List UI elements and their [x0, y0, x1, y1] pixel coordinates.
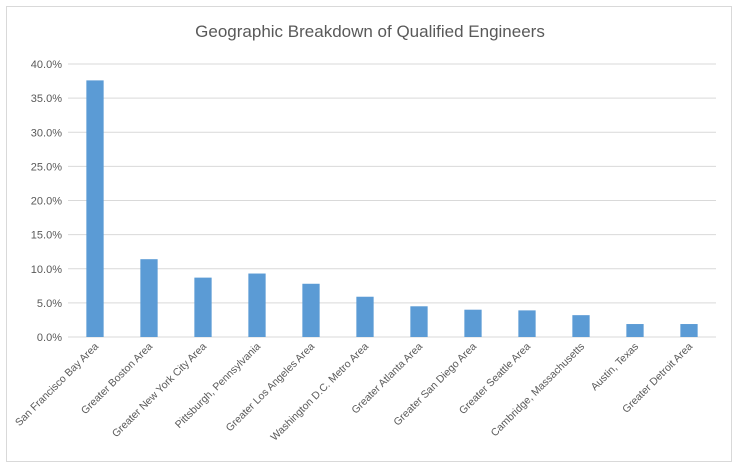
- y-tick-label: 10.0%: [31, 264, 62, 276]
- bar: [626, 324, 644, 337]
- y-tick-label: 5.0%: [37, 298, 62, 310]
- x-tick-label: Greater Los Angeles Area: [224, 341, 318, 435]
- bar: [140, 259, 158, 337]
- y-tick-label: 0.0%: [37, 332, 62, 344]
- chart-border: [6, 6, 732, 462]
- bar: [464, 309, 482, 337]
- bar: [356, 296, 374, 337]
- bar: [572, 315, 590, 337]
- bar: [680, 324, 698, 337]
- gridlines: [68, 63, 716, 338]
- x-tick-label: Austin, Texas: [589, 341, 642, 394]
- bars: [86, 80, 698, 337]
- y-axis-ticks: 0.0% 5.0% 10.0% 15.0% 20.0% 25.0% 30.0% 35.0% 40…: [31, 59, 62, 344]
- y-tick-label: 40.0%: [31, 59, 62, 71]
- bar: [194, 277, 212, 337]
- y-tick-label: 20.0%: [31, 196, 62, 208]
- y-tick-label: 35.0%: [31, 93, 62, 105]
- y-tick-label: 25.0%: [31, 161, 62, 173]
- x-tick-label: Washington D.C. Metro Area: [268, 341, 371, 444]
- bar: [86, 80, 104, 337]
- x-tick-label: Cambridge, Massachusetts: [489, 341, 587, 439]
- bar: [302, 283, 320, 337]
- y-tick-label: 15.0%: [31, 230, 62, 242]
- bar: [248, 273, 266, 337]
- x-tick-label: Greater New York City Area: [110, 341, 209, 440]
- chart-title: Geographic Breakdown of Qualified Engine…: [195, 22, 545, 41]
- bar: [518, 310, 536, 337]
- bar: [410, 306, 428, 337]
- y-tick-label: 30.0%: [31, 127, 62, 139]
